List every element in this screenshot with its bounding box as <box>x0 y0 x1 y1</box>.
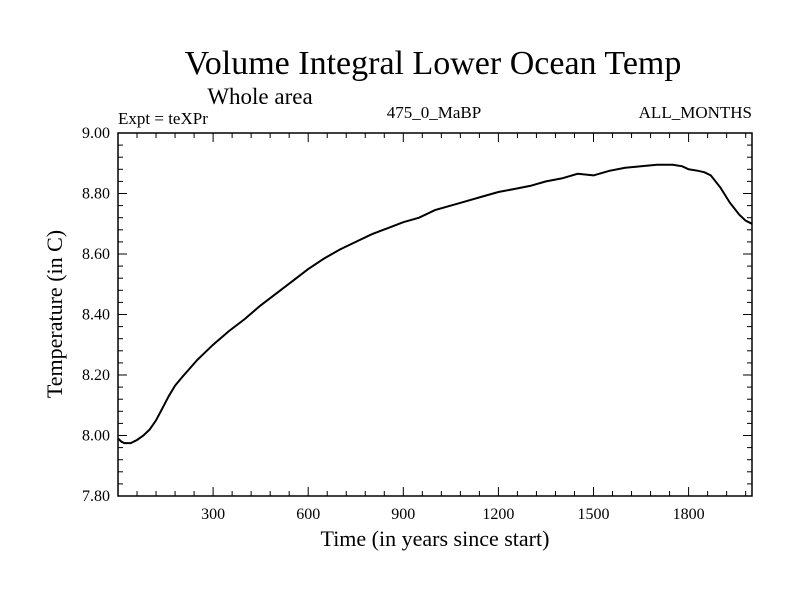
y-tick-label: 7.80 <box>82 488 110 505</box>
y-tick-label: 8.20 <box>82 367 110 384</box>
y-tick-label: 8.80 <box>82 186 110 203</box>
plot-frame <box>117 132 753 497</box>
expt-label: Expt = teXPr <box>118 109 208 128</box>
chart-subtitle: Whole area <box>207 84 312 109</box>
y-axis-label: Temperature (in C) <box>42 230 67 398</box>
y-tick-label: 8.00 <box>82 428 110 445</box>
y-tick-label: 8.40 <box>82 307 110 324</box>
period-label: 475_0_MaBP <box>387 103 481 122</box>
x-tick-label: 1200 <box>482 506 514 523</box>
months-label: ALL_MONTHS <box>639 103 752 122</box>
x-tick-label: 1500 <box>578 506 610 523</box>
y-tick-label: 9.00 <box>82 125 110 142</box>
x-tick-label: 1800 <box>673 506 705 523</box>
x-tick-label: 300 <box>201 506 225 523</box>
series-line <box>117 163 753 445</box>
x-tick-label: 600 <box>296 506 320 523</box>
x-axis-label: Time (in years since start) <box>321 526 550 551</box>
x-tick-label: 900 <box>391 506 415 523</box>
y-tick-label: 8.60 <box>82 246 110 263</box>
chart-title: Volume Integral Lower Ocean Temp <box>185 45 682 82</box>
